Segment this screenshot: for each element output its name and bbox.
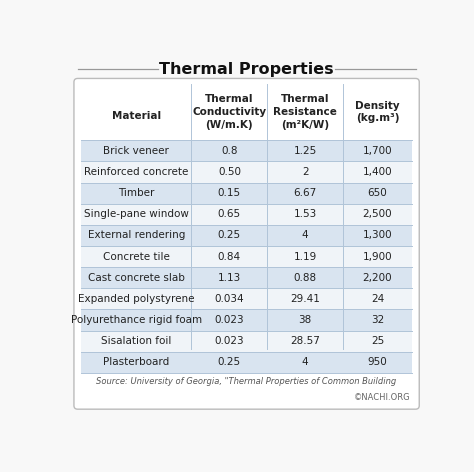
Text: 950: 950 <box>368 357 387 367</box>
Text: 0.023: 0.023 <box>215 315 244 325</box>
Text: 1,400: 1,400 <box>363 167 392 177</box>
Text: Thermal
Conductivity
(W/m.K): Thermal Conductivity (W/m.K) <box>192 94 266 130</box>
Text: 25: 25 <box>371 336 384 346</box>
Text: 6.67: 6.67 <box>293 188 317 198</box>
Text: Timber: Timber <box>118 188 155 198</box>
Text: 0.65: 0.65 <box>218 209 241 219</box>
Text: Cast concrete slab: Cast concrete slab <box>88 273 185 283</box>
Text: Reinforced concrete: Reinforced concrete <box>84 167 189 177</box>
Text: 4: 4 <box>302 230 309 240</box>
FancyBboxPatch shape <box>82 267 412 288</box>
Text: Sisalation foil: Sisalation foil <box>101 336 172 346</box>
FancyBboxPatch shape <box>82 140 412 161</box>
Text: 0.15: 0.15 <box>218 188 241 198</box>
Text: Density
(kg.m³): Density (kg.m³) <box>355 101 400 124</box>
Text: 24: 24 <box>371 294 384 304</box>
Text: 2: 2 <box>302 167 309 177</box>
Text: 0.88: 0.88 <box>293 273 317 283</box>
Text: Source: University of Georgia, "Thermal Properties of Common Building: Source: University of Georgia, "Thermal … <box>97 378 397 387</box>
Text: Material: Material <box>112 111 161 121</box>
FancyBboxPatch shape <box>74 78 419 409</box>
Text: Thermal
Resistance
(m²K/W): Thermal Resistance (m²K/W) <box>273 94 337 130</box>
FancyBboxPatch shape <box>82 225 412 246</box>
Text: 1.13: 1.13 <box>218 273 241 283</box>
Text: 32: 32 <box>371 315 384 325</box>
Text: 0.25: 0.25 <box>218 230 241 240</box>
Text: 0.8: 0.8 <box>221 146 237 156</box>
Text: 0.25: 0.25 <box>218 357 241 367</box>
Text: 28.57: 28.57 <box>290 336 320 346</box>
Text: 1,900: 1,900 <box>363 252 392 261</box>
FancyBboxPatch shape <box>82 183 412 204</box>
FancyBboxPatch shape <box>82 352 412 373</box>
Text: Concrete tile: Concrete tile <box>103 252 170 261</box>
Text: 1.25: 1.25 <box>293 146 317 156</box>
Text: 650: 650 <box>368 188 387 198</box>
Text: 1.19: 1.19 <box>293 252 317 261</box>
Text: 4: 4 <box>302 357 309 367</box>
Text: Thermal Properties: Thermal Properties <box>159 62 334 77</box>
FancyBboxPatch shape <box>82 330 412 352</box>
FancyBboxPatch shape <box>82 310 412 330</box>
Text: 2,200: 2,200 <box>363 273 392 283</box>
Text: Plasterboard: Plasterboard <box>103 357 170 367</box>
Text: 1.53: 1.53 <box>293 209 317 219</box>
FancyBboxPatch shape <box>82 288 412 310</box>
Text: 1,700: 1,700 <box>363 146 392 156</box>
Text: 0.50: 0.50 <box>218 167 241 177</box>
Text: ©NACHI.ORG: ©NACHI.ORG <box>354 393 410 402</box>
Text: Polyurethance rigid foam: Polyurethance rigid foam <box>71 315 202 325</box>
FancyBboxPatch shape <box>82 246 412 267</box>
Text: 0.034: 0.034 <box>215 294 244 304</box>
Text: 2,500: 2,500 <box>363 209 392 219</box>
Text: Brick veneer: Brick veneer <box>103 146 169 156</box>
Text: Single-pane window: Single-pane window <box>84 209 189 219</box>
FancyBboxPatch shape <box>82 203 412 225</box>
Text: 38: 38 <box>299 315 312 325</box>
Text: External rendering: External rendering <box>88 230 185 240</box>
Text: 0.023: 0.023 <box>215 336 244 346</box>
Text: 1,300: 1,300 <box>363 230 392 240</box>
Text: 29.41: 29.41 <box>290 294 320 304</box>
Text: Expanded polystyrene: Expanded polystyrene <box>78 294 195 304</box>
Text: 0.84: 0.84 <box>218 252 241 261</box>
FancyBboxPatch shape <box>82 161 412 183</box>
